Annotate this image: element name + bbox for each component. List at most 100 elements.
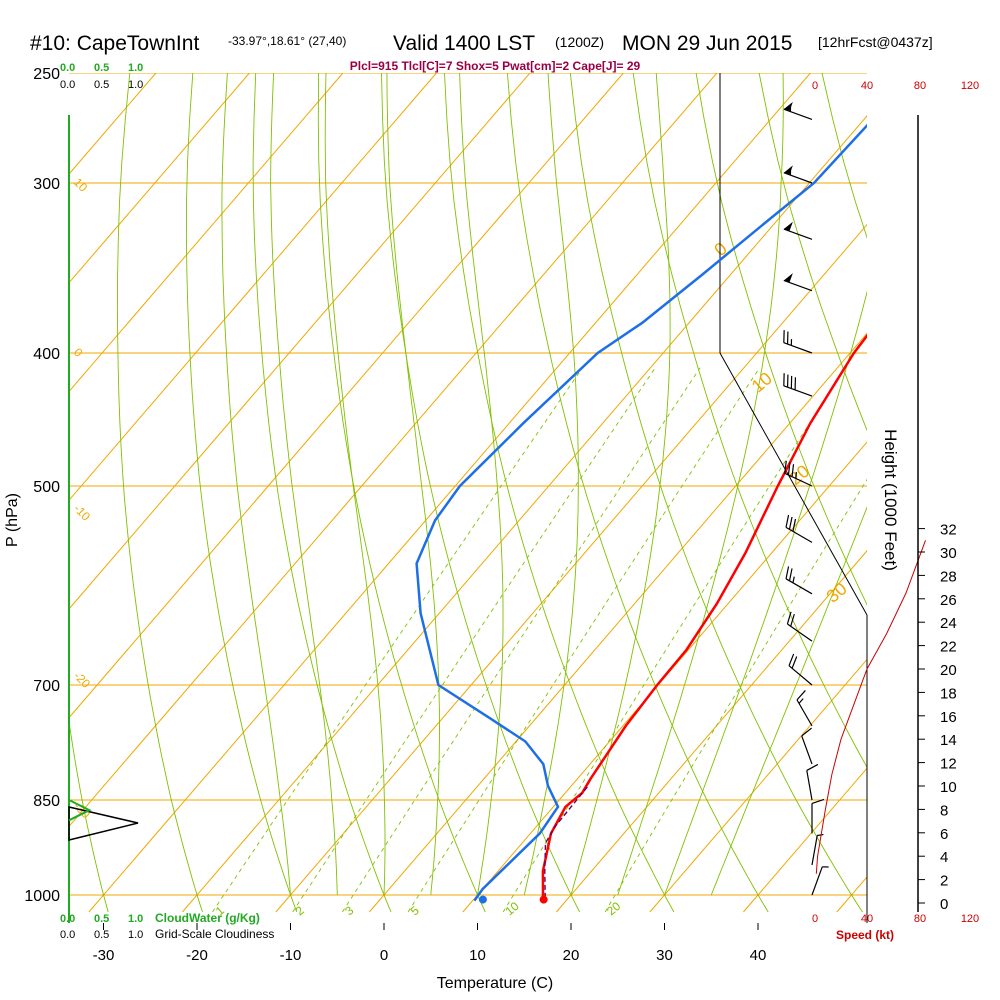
p-tick-label: 1000 (24, 888, 60, 905)
wind-barb-flag (788, 568, 793, 581)
dry-adiabat-line (444, 73, 675, 913)
plot-frame (68, 73, 868, 923)
height-tick-label: 6 (940, 826, 948, 843)
moist-adiabat-line (664, 290, 867, 896)
dry-adiabat-line (69, 718, 109, 913)
wind-barb (783, 373, 813, 397)
p-tick-label: 300 (33, 176, 60, 193)
height-tick-label: 22 (940, 639, 957, 656)
x-axis-title: Temperature (C) (437, 975, 553, 992)
wind-barb (783, 273, 813, 292)
height-tick-label: 26 (940, 592, 957, 609)
wind-barb (796, 690, 813, 727)
wind-barb-flag (784, 460, 787, 474)
wind-barb (811, 833, 824, 866)
moist-adiabat-line (710, 506, 867, 896)
height-tick-label: 18 (940, 685, 957, 702)
bottom-cloudiness-label: Grid-Scale Cloudiness (155, 927, 274, 941)
wind-barb-flag (785, 514, 790, 528)
skewt-grid (69, 73, 867, 913)
bottom-cloudwater-tick: 0.0 (60, 913, 75, 925)
wind-barb-flag (788, 653, 795, 666)
isotherm-line (369, 332, 867, 913)
height-tick-label: 28 (940, 568, 957, 585)
moist-adiabat-line (570, 73, 671, 896)
speed-tick-bottom: 40 (861, 913, 873, 925)
moist-adiabat-line (617, 73, 784, 896)
surface-temperature-marker (539, 895, 548, 904)
mixing-ratio-line (407, 367, 760, 913)
moist-adiabat-line (523, 73, 579, 896)
dry-adiabat-line (116, 73, 203, 913)
isotherm-line (69, 73, 718, 828)
wind-barb-half-flag (792, 576, 795, 583)
wind-barb-flag (806, 763, 819, 771)
wind-barb-pennant (783, 221, 793, 232)
zulu-time-label: (1200Z) (555, 34, 604, 50)
speed-tick-bottom: 80 (914, 913, 926, 925)
wind-barb-pennant (783, 165, 793, 175)
wind-barb-shaft (785, 578, 813, 595)
parcel-line (544, 785, 589, 898)
dry-adiabat-line (252, 73, 392, 913)
wind-barb-shaft (784, 472, 813, 487)
moist-adiabat-line (270, 73, 338, 896)
chart-axes: P (hPa) Temperature (C) Height (1000 Fee… (4, 66, 957, 992)
dry-adiabat-line (185, 73, 298, 913)
wind-barb-flag (787, 462, 791, 476)
dry-adiabat-line (506, 73, 769, 913)
isotherm-line (69, 73, 624, 719)
speed-tick-top: 0 (812, 80, 818, 92)
date-label: MON 29 Jun 2015 (622, 32, 792, 55)
isotherm-line (462, 441, 867, 913)
bottom-cloudwater-tick: 0.5 (94, 913, 109, 925)
wind-barb-flag (801, 727, 813, 737)
cloud-profile (68, 799, 139, 841)
isotherm-line (556, 550, 867, 913)
chart-title: #10: CapeTownInt -33.97°,18.61° (27,40) … (30, 32, 933, 73)
wind-barb (784, 460, 813, 487)
height-tick-label: 10 (940, 779, 957, 796)
wind-barb-shaft (783, 385, 813, 397)
wind-barb-shaft (788, 665, 813, 686)
wind-barb-flag (792, 518, 797, 532)
speed-tick-top: 120 (961, 80, 979, 92)
wind-barb (785, 514, 813, 543)
wind-barb-shaft (783, 342, 813, 354)
wind-speed-line (815, 540, 926, 874)
wind-barb (801, 727, 813, 765)
isotherm-label: -20 (71, 669, 93, 691)
wind-barb-flag (796, 690, 806, 701)
wind-barb (783, 330, 813, 354)
mixing-ratio-label: 2 (293, 903, 307, 918)
height-tick-label: 20 (940, 662, 957, 679)
mixing-ratio-line (292, 367, 656, 913)
top-cloudwater-tick: 0.0 (60, 62, 75, 74)
parcel-params: Plcl=915 Tlcl[C]=7 Shox=5 Pwat[cm]=2 Cap… (350, 59, 641, 73)
bottom-cloudiness-tick: 0.5 (94, 929, 109, 941)
forecast-label: [12hrFcst@0437z] (818, 34, 933, 50)
wind-barb-shaft (801, 735, 813, 765)
surface-dewpoint-marker (478, 895, 487, 904)
isotherm-line (275, 223, 867, 913)
isotherm-line (69, 73, 157, 175)
speed-tick-top: 40 (861, 80, 873, 92)
wind-barb (811, 866, 829, 896)
x-tick-label: 0 (380, 947, 388, 964)
x-tick-label: -20 (186, 947, 208, 964)
isotherm-label: -10 (71, 501, 93, 523)
cloudiness-shape (68, 806, 139, 841)
isotherm-line (69, 73, 344, 393)
height-tick-label: 30 (940, 545, 957, 562)
mixing-ratio-line (212, 367, 583, 913)
wind-barb (806, 763, 819, 801)
mixing-ratio-label: 10 (502, 899, 521, 919)
bottom-cloud-scales: 0.0 0.5 1.0 CloudWater (g/Kg) 0.0 0.5 1.… (60, 911, 274, 941)
speed-scale-label: Speed (kt) (836, 928, 894, 942)
x-tick-label: -30 (93, 947, 115, 964)
isotherm-line (69, 73, 531, 610)
speed-tick-bottom: 120 (961, 913, 979, 925)
wind-barb (785, 566, 813, 595)
dry-adiabat-line (758, 73, 867, 432)
